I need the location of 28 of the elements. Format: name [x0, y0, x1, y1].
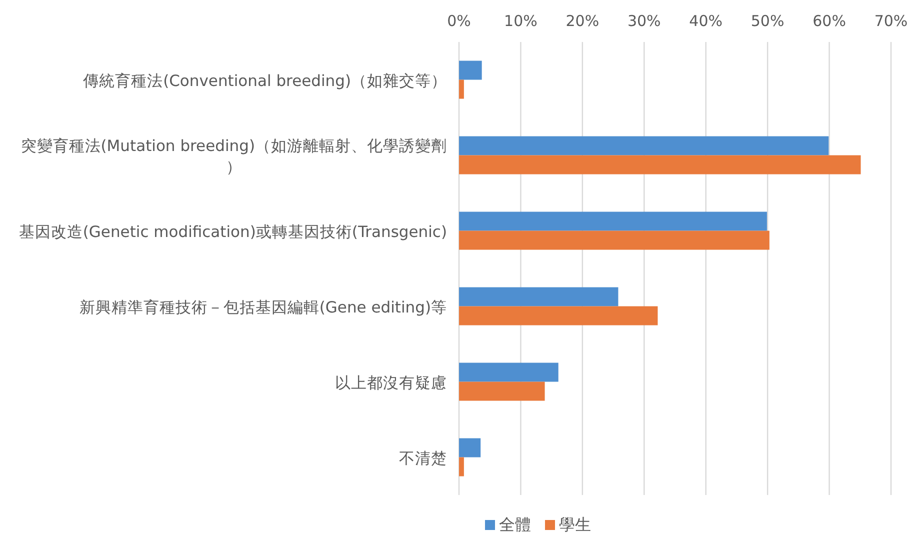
y-tick-label: 新興精準育種技術－包括基因編輯(Gene editing)等	[79, 298, 447, 316]
bar	[459, 136, 829, 156]
legend-label: 學生	[559, 515, 591, 534]
bar	[459, 80, 464, 99]
bar	[459, 155, 861, 174]
x-tick-label: 40%	[689, 12, 723, 30]
y-tick-label: 傳統育種法(Conventional breeding)（如雜交等）	[82, 72, 447, 90]
bar	[459, 438, 481, 458]
y-tick-label: 基因改造(Genetic modification)或轉基因技術(Transgenic)	[18, 222, 447, 241]
y-tick-label: 不清楚	[399, 449, 447, 468]
x-tick-label: 20%	[566, 12, 600, 30]
x-tick-label: 60%	[812, 12, 846, 30]
x-tick-label: 50%	[750, 12, 784, 30]
x-tick-label: 10%	[504, 12, 538, 30]
x-tick-label: 30%	[627, 12, 661, 30]
bar	[459, 287, 618, 306]
legend-label: 全體	[499, 515, 531, 534]
bar	[459, 306, 658, 326]
y-tick-label: 以上都沒有疑慮	[335, 374, 447, 392]
bar	[459, 362, 558, 382]
bar	[459, 457, 464, 476]
bar	[459, 60, 482, 80]
bar	[459, 382, 545, 401]
bar	[459, 230, 770, 250]
x-tick-label: 0%	[447, 12, 471, 30]
bar	[459, 212, 767, 231]
y-tick-label: 突變育種法(Mutation breeding)（如游離輻射、化學誘變劑）	[20, 136, 447, 176]
x-tick-label: 70%	[874, 12, 908, 30]
